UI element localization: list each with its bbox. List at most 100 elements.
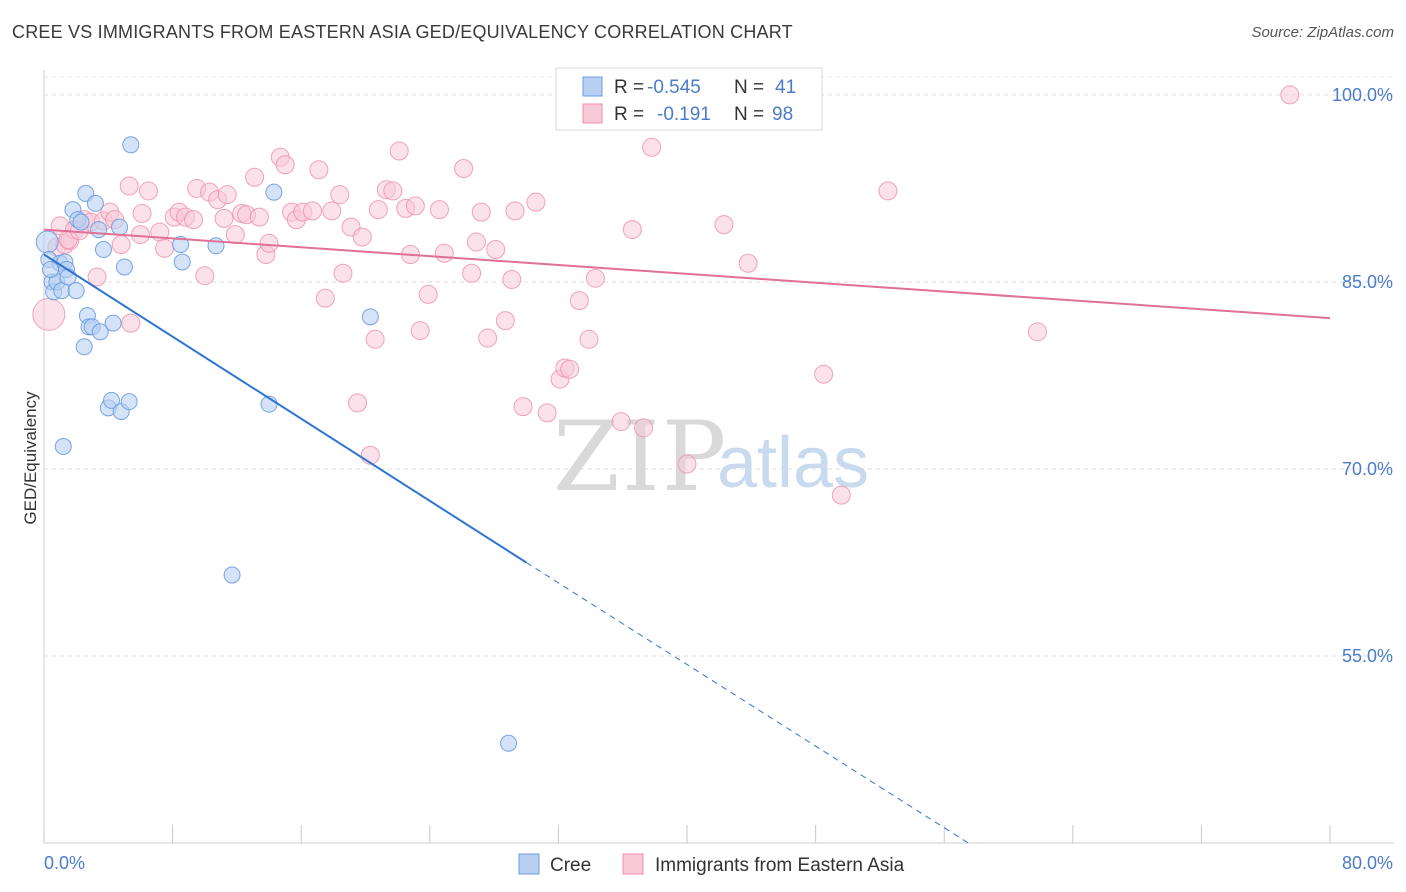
immigrants-point	[249, 207, 269, 227]
immigrants-point	[677, 454, 697, 474]
cree-point	[265, 183, 283, 201]
legend-n-value-cree: 41	[775, 77, 796, 98]
immigrants-point	[195, 266, 215, 286]
immigrants-point	[352, 227, 372, 247]
bottom-legend-cree: Cree	[550, 855, 591, 876]
cree-point	[90, 221, 108, 239]
immigrants-point	[622, 220, 642, 240]
cree-point	[94, 241, 112, 259]
cree-point	[72, 213, 90, 231]
cree-point	[54, 438, 72, 456]
immigrants-point	[642, 137, 662, 157]
x-tick-labels: 0.0% 80.0%	[44, 853, 1393, 873]
cree-point	[111, 218, 129, 236]
legend-n-label-cree: N =	[734, 77, 764, 98]
bottom-legend-swatch-immigrants	[622, 853, 644, 875]
cree-point	[122, 136, 140, 154]
immigrants-point	[585, 268, 605, 288]
immigrants-point	[454, 158, 474, 178]
immigrants-point	[831, 485, 851, 505]
immigrants-point	[130, 225, 150, 245]
immigrants-point	[330, 185, 350, 205]
immigrants-point	[611, 412, 631, 432]
immigrants-point	[155, 238, 175, 258]
immigrants-point	[333, 263, 353, 283]
immigrants-point	[505, 201, 525, 221]
cree-point	[104, 314, 122, 332]
legend-swatch-immigrants	[582, 103, 603, 124]
immigrants-point	[495, 311, 515, 331]
y-tick-label: 70.0%	[1342, 459, 1393, 479]
immigrants-point	[486, 240, 506, 260]
immigrants-point	[87, 267, 107, 287]
immigrants-point	[462, 263, 482, 283]
immigrants-point	[405, 196, 425, 216]
immigrants-point	[418, 284, 438, 304]
cree-point	[41, 260, 59, 278]
immigrants-point	[1027, 322, 1047, 342]
immigrants-point	[322, 201, 342, 221]
immigrants-point	[217, 185, 237, 205]
cree-point	[223, 566, 241, 584]
watermark-zip: ZIP	[553, 401, 728, 513]
axes	[43, 70, 1394, 844]
immigrants-point	[560, 359, 580, 379]
y-tick-label: 85.0%	[1342, 272, 1393, 292]
legend-box: R = -0.545 N = 41 R = -0.191 N = 98	[555, 67, 823, 131]
immigrants-point	[383, 181, 403, 201]
x-tick-label: 80.0%	[1342, 853, 1393, 873]
immigrants-point	[478, 328, 498, 348]
cree-trend-extension	[525, 562, 969, 844]
immigrants-point	[434, 243, 454, 263]
legend-r-label-cree: R =	[614, 77, 644, 98]
immigrants-point	[579, 329, 599, 349]
source-label: Source: ZipAtlas.com	[1251, 24, 1394, 41]
bottom-legend: Cree Immigrants from Eastern Asia	[518, 853, 905, 876]
immigrants-point	[634, 418, 654, 438]
immigrants-point	[365, 329, 385, 349]
immigrants-point	[410, 321, 430, 341]
immigrants-point	[138, 181, 158, 201]
legend-r-value-immigrants: -0.191	[657, 104, 711, 125]
x-tick-label: 0.0%	[44, 853, 85, 873]
chart-title: CREE VS IMMIGRANTS FROM EASTERN ASIA GED…	[12, 22, 793, 42]
bottom-legend-swatch-cree	[518, 853, 540, 875]
legend-r-label-immigrants: R =	[614, 104, 644, 125]
cree-point	[120, 393, 138, 411]
cree-point	[361, 308, 379, 326]
cree-point	[173, 253, 191, 271]
trend-lines	[43, 228, 1331, 844]
cree-point	[103, 391, 121, 409]
y-axis-title: GED/Equivalency	[21, 391, 40, 525]
immigrants-point	[225, 225, 245, 245]
immigrants-point	[360, 445, 380, 465]
cree-trend-line	[43, 253, 527, 564]
y-tick-label: 55.0%	[1342, 646, 1393, 666]
immigrants-point	[878, 181, 898, 201]
immigrants-point	[569, 291, 589, 311]
immigrants-point	[526, 192, 546, 212]
gridlines	[44, 76, 1394, 657]
cree-point	[172, 236, 190, 254]
legend-n-value-immigrants: 98	[772, 104, 793, 125]
y-tick-label: 100.0%	[1332, 85, 1393, 105]
immigrants-point	[429, 200, 449, 220]
cree-point	[86, 194, 104, 212]
immigrants-point	[466, 232, 486, 252]
immigrants-point	[1280, 85, 1300, 105]
immigrants-point	[214, 208, 234, 228]
immigrants-point	[259, 233, 279, 253]
legend-n-label-immigrants: N =	[734, 104, 764, 125]
immigrants-point	[119, 176, 139, 196]
cree-point	[500, 734, 518, 752]
immigrants-point	[111, 235, 131, 255]
immigrants-point	[502, 269, 522, 289]
immigrants-point	[714, 215, 734, 235]
immigrants-point	[347, 393, 367, 413]
legend-r-value-cree: -0.545	[647, 77, 701, 98]
immigrants-point	[183, 210, 203, 230]
immigrants-point	[245, 167, 265, 187]
legend-swatch-cree	[582, 76, 603, 97]
immigrants-point	[121, 313, 141, 333]
